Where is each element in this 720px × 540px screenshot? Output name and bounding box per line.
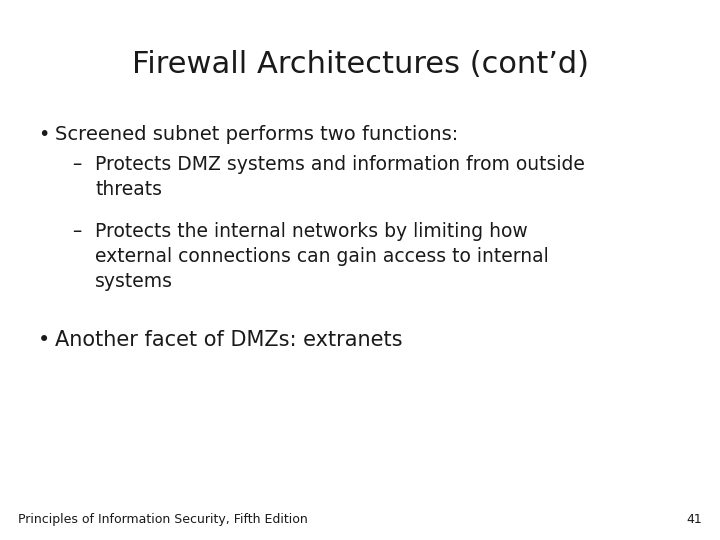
Text: Firewall Architectures (cont’d): Firewall Architectures (cont’d)	[132, 50, 588, 79]
Text: –: –	[72, 155, 81, 174]
Text: Protects the internal networks by limiting how
external connections can gain acc: Protects the internal networks by limiti…	[95, 222, 549, 291]
Text: Screened subnet performs two functions:: Screened subnet performs two functions:	[55, 125, 458, 144]
Text: Another facet of DMZs: extranets: Another facet of DMZs: extranets	[55, 330, 402, 350]
Text: –: –	[72, 222, 81, 241]
Text: •: •	[38, 330, 50, 350]
Text: 41: 41	[686, 513, 702, 526]
Text: Principles of Information Security, Fifth Edition: Principles of Information Security, Fift…	[18, 513, 307, 526]
Text: •: •	[38, 125, 50, 144]
Text: Protects DMZ systems and information from outside
threats: Protects DMZ systems and information fro…	[95, 155, 585, 199]
